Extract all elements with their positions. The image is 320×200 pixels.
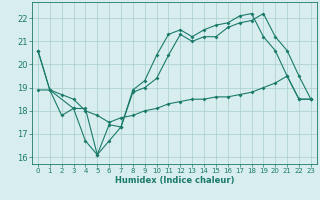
- X-axis label: Humidex (Indice chaleur): Humidex (Indice chaleur): [115, 176, 234, 185]
